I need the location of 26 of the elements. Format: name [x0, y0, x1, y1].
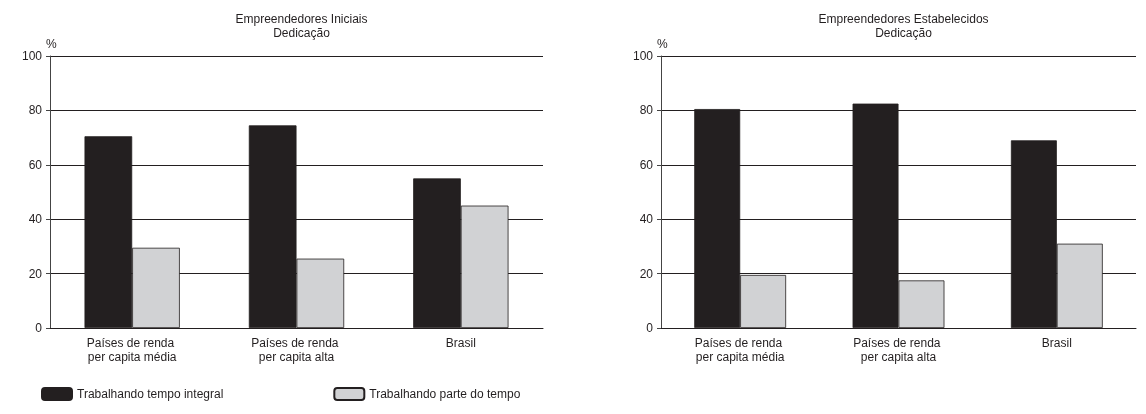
x-tick-label: Países de renda per capita alta [853, 336, 944, 364]
y-tick-label: 60 [28, 157, 43, 172]
y-tick-label: 40 [28, 212, 43, 227]
legend-label: Trabalhando tempo integral [77, 387, 224, 401]
x-tick-label: Brasil [1041, 336, 1072, 350]
x-tick-label: Brasil [445, 336, 476, 350]
chart-title: Empreendedores Iniciais [235, 12, 368, 26]
y-tick-label: 20 [28, 266, 43, 281]
chart-title: Empreendedores Estabelecidos [818, 12, 989, 26]
y-axis-title: % [46, 37, 57, 52]
y-tick-label: 60 [639, 157, 654, 172]
y-tick-label: 100 [632, 49, 654, 63]
x-tick-label: Países de renda per capita alta [251, 336, 342, 364]
y-tick-label: 20 [639, 266, 654, 281]
y-tick-label: 80 [639, 103, 654, 118]
chart-subtitle: Dedicação [273, 26, 331, 40]
y-tick-label: 80 [28, 103, 43, 118]
x-tick-label: Países de renda per capita média [694, 336, 786, 364]
legend-label: Trabalhando parte do tempo [369, 387, 521, 401]
y-axis-title: % [657, 37, 668, 52]
chart-subtitle: Dedicação [875, 26, 933, 40]
y-tick-label: 0 [35, 321, 43, 335]
x-tick-label: Países de renda per capita média [86, 336, 178, 364]
y-tick-label: 40 [639, 212, 654, 227]
y-tick-label: 0 [646, 321, 654, 335]
y-tick-label: 100 [21, 49, 43, 63]
